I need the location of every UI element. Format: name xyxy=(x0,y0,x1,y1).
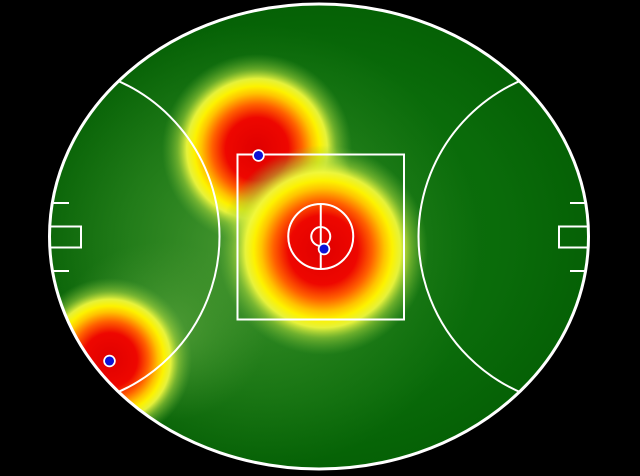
event-point-2 xyxy=(317,242,331,256)
event-points xyxy=(103,149,331,368)
goal-square-right xyxy=(558,225,589,249)
fifty-metre-arc-right xyxy=(417,65,589,408)
event-point-3 xyxy=(103,354,116,368)
ground-markings xyxy=(48,2,590,471)
clipped-ground-markings xyxy=(49,65,589,408)
centre-square xyxy=(236,153,405,321)
field-heat-layer xyxy=(49,4,589,469)
centre-circle-outer xyxy=(287,203,355,270)
goal-square-left xyxy=(49,225,82,249)
event-point-1 xyxy=(252,149,265,162)
fifty-metre-arc-left xyxy=(49,65,221,408)
boundary-line xyxy=(48,2,590,471)
